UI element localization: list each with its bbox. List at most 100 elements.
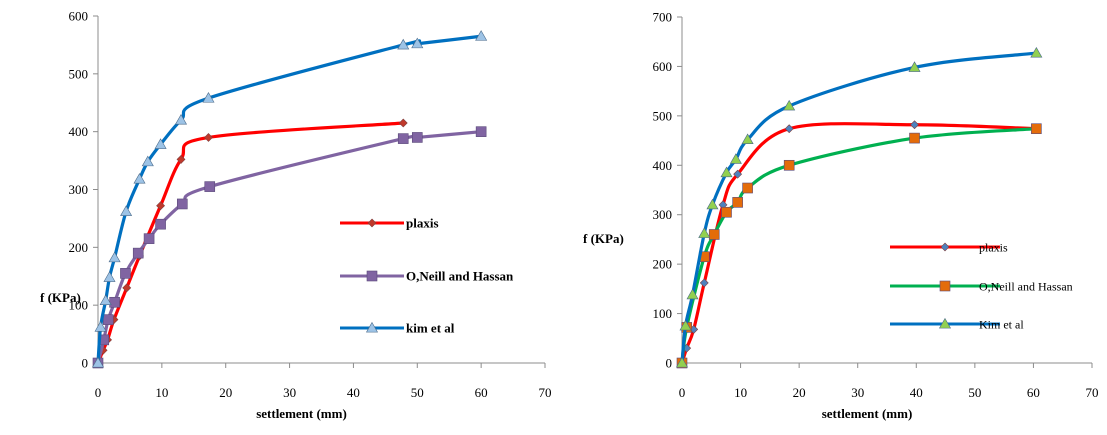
data-point (784, 124, 794, 134)
series-1 (93, 118, 408, 368)
data-point (103, 271, 116, 282)
y-tick-label: 700 (653, 10, 673, 25)
series-line (96, 34, 483, 365)
data-point (706, 198, 719, 210)
data-point (366, 270, 378, 282)
data-point (721, 206, 732, 218)
x-tick-label: 20 (793, 385, 806, 400)
x-tick-label: 40 (347, 385, 360, 400)
data-point (120, 205, 133, 216)
series-line (680, 51, 1038, 365)
legend-label: plaxis (979, 241, 1008, 255)
chart-2: 0 100 200 300 400 500 600 700 0 10 20 30 40 50 60 70 set… (583, 10, 1099, 422)
legend-item: plaxis (340, 216, 439, 231)
legend: plaxis O,Neill and Hassan kim et al (340, 216, 514, 336)
data-point (729, 153, 742, 164)
chart-1: 0 100 200 300 400 500 600 0 10 20 30 40 50 60 70 settle… (40, 9, 552, 422)
y-tick-label: 500 (69, 66, 89, 81)
y-tick-label: 400 (653, 158, 673, 173)
data-point (143, 233, 155, 244)
y-tick-label: 100 (69, 298, 89, 313)
x-tick-label: 50 (411, 385, 424, 400)
legend-item: kim et al (340, 321, 455, 336)
data-point (176, 155, 186, 164)
data-point (675, 356, 689, 368)
data-point (398, 118, 408, 128)
data-point (783, 99, 796, 111)
data-point (411, 132, 423, 143)
x-tick-label: 0 (679, 385, 686, 400)
y-tick-label: 600 (69, 9, 89, 24)
data-point (475, 126, 487, 137)
legend-item: O,Neill and Hassan (890, 280, 1073, 294)
y-tick-label: 100 (653, 306, 673, 321)
data-point (397, 38, 410, 50)
data-point (940, 242, 950, 252)
legend-item: plaxis (890, 241, 1008, 255)
x-tick-label: 60 (475, 385, 488, 400)
data-point (174, 113, 188, 125)
legend-label: O,Neill and Hassan (979, 280, 1073, 294)
data-point (120, 268, 131, 279)
x-tick-label: 10 (155, 385, 168, 400)
x-axis-title: settlement (mm) (256, 406, 347, 421)
data-point (909, 132, 920, 144)
series-3 (91, 30, 488, 368)
data-point (708, 229, 720, 240)
y-axis-title: f (KPa) (583, 231, 624, 246)
data-point (109, 296, 120, 308)
data-point (910, 120, 919, 130)
legend-label: kim et al (406, 321, 455, 336)
data-point (176, 198, 188, 210)
y-tick-label: 0 (82, 356, 89, 371)
y-tick-label: 300 (653, 207, 673, 222)
data-point (699, 278, 709, 288)
x-tick-label: 0 (95, 385, 102, 400)
data-point (204, 133, 213, 142)
x-tick-label: 60 (1027, 385, 1040, 400)
data-point (939, 280, 951, 292)
x-tick-label: 50 (968, 385, 981, 400)
y-axis-title: f (KPa) (40, 290, 81, 305)
x-tick-label: 70 (1086, 385, 1099, 400)
data-point (742, 182, 753, 194)
data-point (155, 218, 166, 230)
data-point (686, 288, 699, 300)
data-point (133, 172, 146, 184)
data-point (122, 283, 132, 293)
data-point (108, 251, 121, 263)
x-tick-label: 30 (851, 385, 864, 400)
y-tick-label: 600 (653, 59, 673, 74)
data-point (783, 159, 795, 171)
x-axis-title: settlement (mm) (822, 406, 913, 421)
x-tick-label: 30 (283, 385, 296, 400)
y-tick-label: 300 (69, 182, 89, 197)
data-point (475, 30, 488, 41)
series-3 (675, 46, 1043, 368)
data-point (141, 155, 154, 167)
x-tick-label: 20 (219, 385, 232, 400)
data-point (679, 319, 692, 331)
x-tick-label: 40 (910, 385, 923, 400)
data-point (741, 133, 754, 145)
data-point (733, 169, 743, 179)
data-point (1030, 46, 1043, 58)
y-tick-label: 400 (69, 124, 89, 139)
data-point (154, 138, 167, 149)
data-point (99, 294, 112, 305)
data-point (204, 181, 216, 192)
legend-label: O,Neill and Hassan (406, 269, 514, 284)
data-point (1031, 123, 1042, 135)
x-tick-label: 10 (734, 385, 747, 400)
y-tick-label: 200 (653, 257, 673, 272)
data-point (102, 314, 114, 325)
legend-label: plaxis (406, 216, 439, 231)
legend-label: Kim et al (979, 318, 1024, 332)
data-point (132, 247, 144, 259)
legend-item: O,Neill and Hassan (340, 269, 514, 284)
legend: plaxis O,Neill and Hassan Kim et al (890, 241, 1073, 332)
data-point (720, 166, 733, 178)
data-point (411, 37, 424, 49)
